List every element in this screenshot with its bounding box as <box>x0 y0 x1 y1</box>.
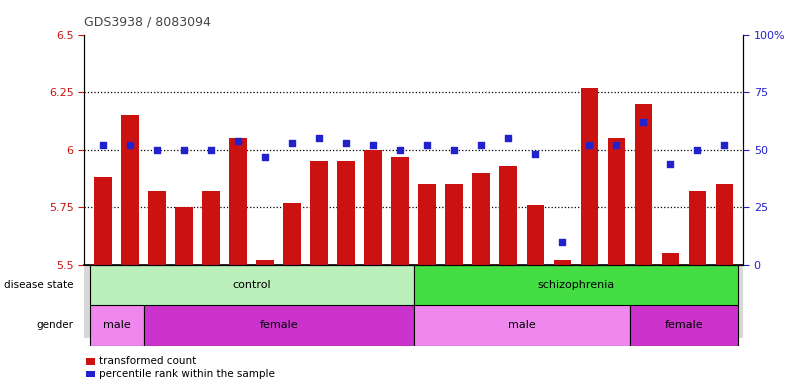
Point <box>556 239 569 245</box>
Bar <box>90 265 414 305</box>
Point <box>475 142 488 148</box>
Bar <box>337 161 355 265</box>
Point <box>151 147 163 153</box>
Bar <box>445 184 463 265</box>
Text: female: female <box>260 320 298 331</box>
Text: schizophrenia: schizophrenia <box>537 280 614 290</box>
Point <box>610 142 622 148</box>
Bar <box>715 184 733 265</box>
Bar <box>630 305 738 346</box>
Bar <box>608 138 625 265</box>
Point <box>421 142 433 148</box>
Bar <box>418 184 436 265</box>
Bar <box>473 173 490 265</box>
Bar <box>364 150 382 265</box>
Bar <box>310 161 328 265</box>
Point <box>367 142 380 148</box>
Point <box>340 140 352 146</box>
Point <box>502 135 515 141</box>
Text: male: male <box>103 320 131 331</box>
Point <box>205 147 218 153</box>
Bar <box>256 260 274 265</box>
Text: gender: gender <box>36 320 74 331</box>
Point <box>529 151 541 157</box>
Bar <box>414 305 630 346</box>
Bar <box>689 191 706 265</box>
Bar <box>95 177 112 265</box>
Bar <box>284 203 301 265</box>
Bar <box>121 115 139 265</box>
Bar <box>90 305 143 346</box>
Point <box>691 147 704 153</box>
Point <box>312 135 325 141</box>
Point <box>286 140 299 146</box>
Bar <box>175 207 193 265</box>
Text: control: control <box>232 280 271 290</box>
Bar <box>526 205 544 265</box>
Bar <box>553 260 571 265</box>
Bar <box>414 265 738 305</box>
Text: GDS3938 / 8083094: GDS3938 / 8083094 <box>84 16 211 29</box>
Bar <box>148 191 166 265</box>
Bar <box>143 305 414 346</box>
Bar <box>662 253 679 265</box>
Point <box>231 137 244 144</box>
Bar <box>634 104 652 265</box>
Point <box>178 147 191 153</box>
Bar <box>581 88 598 265</box>
Bar <box>500 166 517 265</box>
Text: disease state: disease state <box>4 280 74 290</box>
Text: female: female <box>665 320 703 331</box>
Point <box>97 142 110 148</box>
Bar <box>229 138 247 265</box>
Point <box>259 154 272 160</box>
Text: male: male <box>508 320 536 331</box>
Point <box>394 147 407 153</box>
Point <box>637 119 650 125</box>
Text: transformed count: transformed count <box>99 356 195 366</box>
Bar <box>392 157 409 265</box>
Text: percentile rank within the sample: percentile rank within the sample <box>99 369 275 379</box>
Point <box>583 142 596 148</box>
Bar <box>203 191 219 265</box>
Point <box>664 161 677 167</box>
Point <box>718 142 731 148</box>
Point <box>448 147 461 153</box>
Point <box>123 142 136 148</box>
